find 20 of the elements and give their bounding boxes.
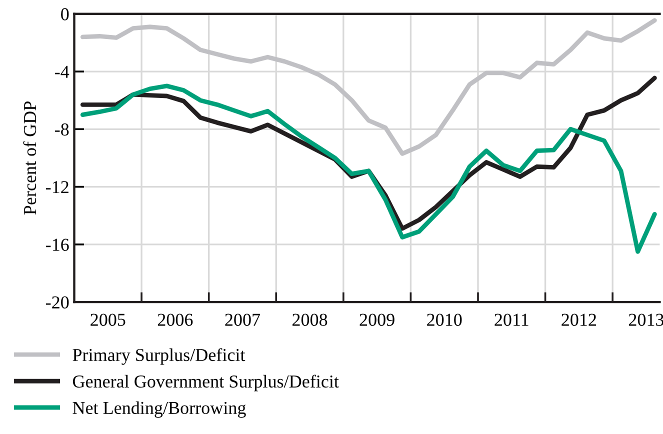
y-tick-label: -4	[55, 66, 70, 78]
x-tick-label: 2007	[225, 314, 260, 326]
y-tick-label: -16	[46, 238, 69, 251]
legend-label: Primary Surplus/Deficit	[72, 348, 246, 365]
legend-label: Net Lending/Borrowing	[72, 401, 246, 418]
line-series	[80, 18, 657, 156]
x-tick-label: 2009	[360, 314, 394, 326]
x-tick-label: 2012	[562, 314, 596, 326]
y-tick-label: 0	[61, 8, 69, 20]
legend-label: General Government Surplus/Deficit	[72, 374, 339, 392]
x-tick-label: 2011	[494, 314, 528, 326]
line-series	[80, 84, 657, 254]
x-tick-label: 2008	[292, 314, 328, 326]
y-axis-title: Percent of GDP	[23, 102, 36, 215]
x-tick-label: 2010	[427, 314, 462, 326]
y-tick-label: -12	[46, 181, 68, 194]
y-tick-label: -8	[55, 123, 69, 136]
x-tick-label: 2006	[158, 314, 193, 326]
y-tick-label: -20	[46, 296, 69, 309]
x-tick-label: 2005	[90, 314, 126, 326]
